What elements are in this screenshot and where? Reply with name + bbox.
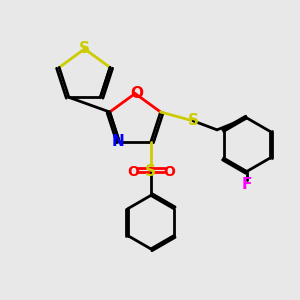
Text: O: O: [130, 86, 143, 101]
Text: O: O: [127, 165, 139, 178]
Text: N: N: [112, 134, 124, 149]
Text: F: F: [242, 177, 252, 192]
Text: O: O: [163, 165, 175, 178]
Text: S: S: [188, 113, 200, 128]
Text: S: S: [79, 41, 90, 56]
Text: S: S: [146, 164, 156, 179]
